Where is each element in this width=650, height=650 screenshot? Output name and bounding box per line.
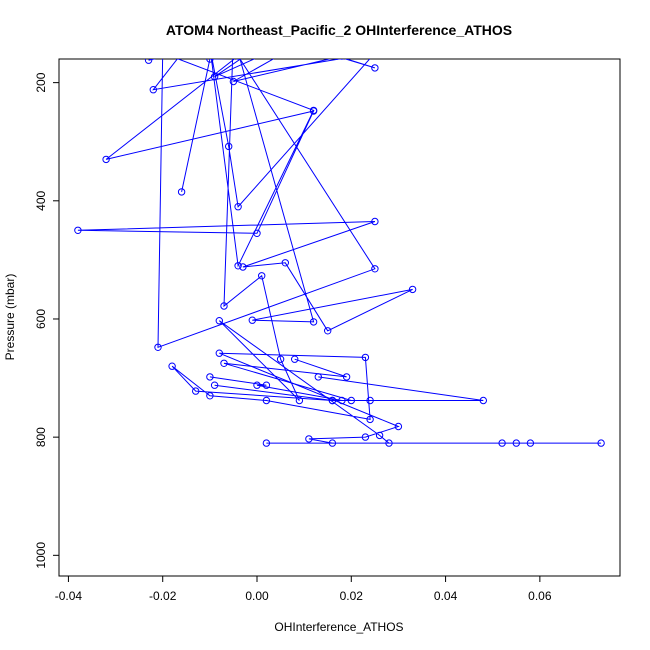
data-point	[262, 396, 271, 405]
data-point	[347, 396, 355, 405]
data-point	[372, 50, 378, 56]
series-line-2	[209, 376, 342, 401]
data-point	[276, 355, 285, 363]
y-axis: 200 400 600 800 1000	[34, 72, 59, 569]
data-point	[215, 349, 224, 357]
data-point	[206, 373, 214, 381]
data-point	[526, 439, 535, 447]
data-point	[74, 226, 82, 235]
plot-frame	[58, 58, 621, 577]
data-point	[371, 64, 379, 72]
data-point	[361, 433, 370, 441]
data-point	[408, 285, 417, 294]
x-tick-label: 0.06	[528, 589, 552, 603]
data-point	[234, 203, 242, 211]
y-tick-label: 200	[34, 72, 48, 92]
x-tick-label: -0.04	[55, 589, 83, 603]
x-tick-label: 0.02	[340, 589, 364, 603]
data-point	[338, 396, 346, 405]
data-point	[361, 353, 370, 362]
data-point	[262, 439, 271, 447]
data-point	[248, 316, 257, 324]
data-point	[144, 59, 153, 64]
data-point	[239, 263, 247, 271]
data-point	[295, 396, 304, 405]
data-point	[305, 435, 313, 443]
data-point	[324, 327, 332, 335]
data-point	[262, 381, 271, 389]
data-point	[253, 381, 261, 389]
data-point	[597, 439, 605, 447]
data-point	[328, 439, 337, 447]
data-point	[215, 317, 224, 325]
data-point	[154, 343, 162, 351]
data-point	[306, 50, 312, 56]
x-tick-label: 0.04	[434, 589, 458, 603]
series-layer	[74, 14, 605, 447]
data-point	[210, 73, 219, 81]
data-point	[235, 59, 241, 60]
series-line-1	[214, 358, 352, 401]
data-point	[168, 362, 176, 370]
data-point	[229, 77, 238, 86]
data-point	[339, 59, 345, 60]
data-point	[263, 38, 269, 44]
data-point	[258, 272, 266, 280]
data-point	[342, 373, 351, 381]
data-point	[375, 431, 384, 440]
data-point	[225, 142, 233, 151]
data-point	[253, 229, 261, 238]
data-point	[385, 439, 393, 447]
data-point	[160, 50, 166, 56]
data-point	[220, 359, 228, 367]
data-point	[394, 422, 403, 431]
x-axis: -0.04 -0.02 0.00 0.02 0.04 0.06	[55, 576, 552, 603]
data-point	[371, 217, 379, 226]
data-point	[210, 381, 219, 389]
data-point	[366, 396, 374, 405]
data-point	[371, 265, 379, 273]
x-tick-label: 0.00	[245, 589, 269, 603]
data-point	[206, 392, 214, 400]
data-point	[309, 318, 318, 326]
data-point	[220, 302, 228, 310]
y-axis-label: Pressure (mbar)	[3, 274, 17, 361]
data-point	[334, 59, 340, 60]
data-point	[177, 188, 186, 196]
y-tick-label: 800	[34, 427, 48, 447]
y-tick-label: 600	[34, 309, 48, 329]
data-point	[328, 396, 337, 405]
chart-title: ATOM4 Northeast_Pacific_2 OHInterference…	[166, 22, 512, 38]
data-point	[343, 14, 349, 20]
data-point	[366, 415, 374, 424]
data-point	[291, 355, 299, 363]
y-tick-label: 1000	[34, 542, 48, 569]
x-axis-label: OHInterference_ATHOS	[274, 620, 403, 634]
x-tick-label: -0.02	[149, 589, 177, 603]
data-point	[498, 439, 506, 447]
data-point	[309, 107, 318, 115]
data-point	[102, 155, 110, 164]
data-point	[192, 387, 200, 395]
data-point	[207, 44, 213, 50]
series-line-0	[77, 59, 602, 444]
data-point	[149, 86, 158, 94]
data-point	[281, 259, 289, 267]
data-point	[234, 262, 242, 270]
y-tick-label: 400	[34, 190, 48, 210]
data-point	[206, 59, 214, 63]
data-point	[512, 439, 520, 447]
data-point	[479, 396, 487, 405]
